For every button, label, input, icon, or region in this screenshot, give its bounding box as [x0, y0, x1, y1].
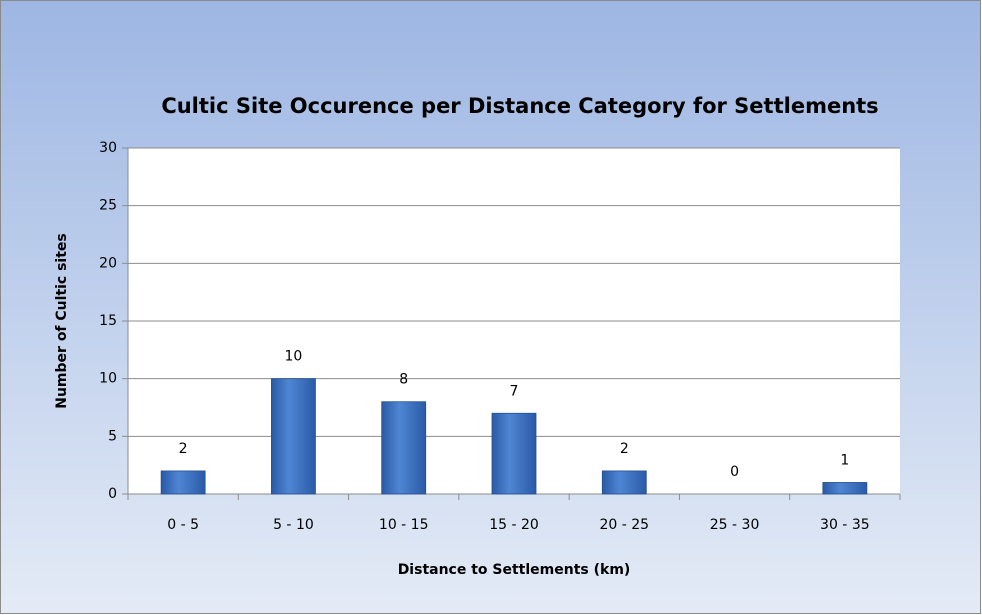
bar — [822, 482, 868, 495]
x-tick-label: 15 - 20 — [489, 517, 539, 533]
x-tick-label: 5 - 10 — [273, 517, 314, 533]
x-tick-label: 20 - 25 — [599, 517, 649, 533]
data-label: 10 — [285, 349, 303, 365]
data-label: 8 — [399, 372, 408, 388]
x-tick-label: 0 - 5 — [167, 517, 199, 533]
data-label: 2 — [179, 441, 188, 457]
x-tick-label: 30 - 35 — [820, 517, 870, 533]
y-tick-label: 25 — [99, 198, 117, 214]
bar — [491, 412, 537, 495]
bar — [381, 401, 427, 495]
y-tick-label: 5 — [108, 428, 117, 444]
data-label: 2 — [620, 441, 629, 457]
x-tick-label: 25 - 30 — [710, 517, 760, 533]
y-axis-title: Number of Cultic sites — [54, 233, 70, 409]
data-label: 7 — [510, 383, 519, 399]
y-tick-label: 30 — [99, 140, 117, 156]
y-tick-label: 20 — [99, 255, 117, 271]
bar — [271, 378, 316, 495]
chart-title: Cultic Site Occurence per Distance Categ… — [161, 94, 878, 118]
y-tick-label: 10 — [99, 371, 117, 387]
y-tick-label: 0 — [108, 486, 117, 502]
bar — [160, 470, 206, 495]
data-label: 1 — [840, 452, 849, 468]
bar — [601, 470, 647, 495]
x-tick-label: 10 - 15 — [379, 517, 429, 533]
data-label: 0 — [730, 464, 739, 480]
y-tick-label: 15 — [99, 313, 117, 329]
x-axis-title: Distance to Settlements (km) — [398, 562, 631, 578]
